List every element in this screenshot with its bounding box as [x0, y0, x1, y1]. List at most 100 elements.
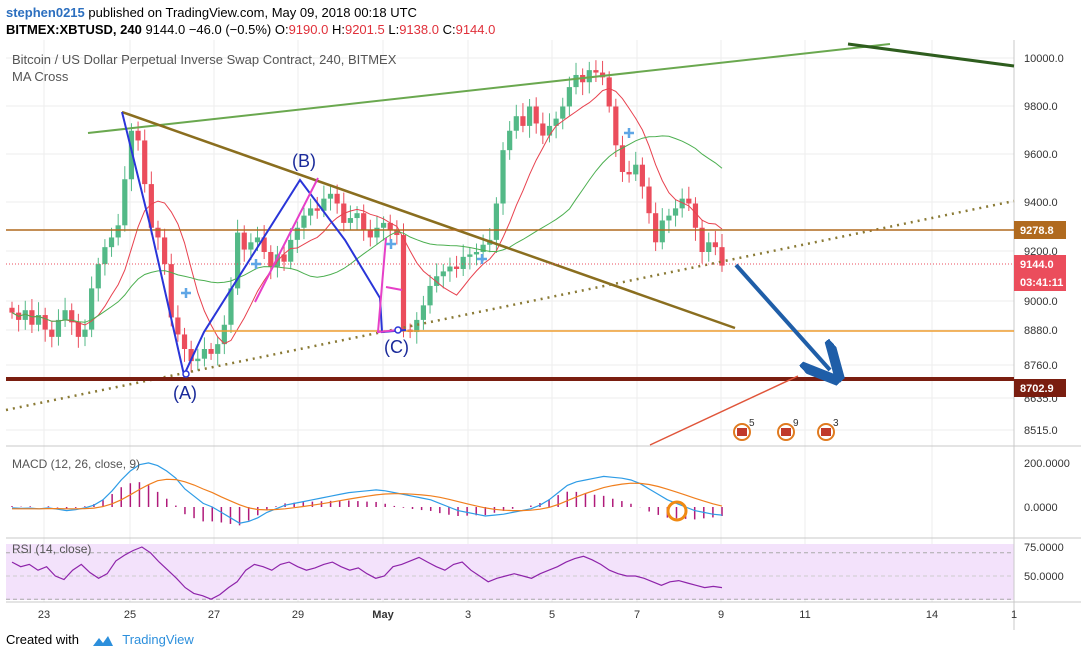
candle-body	[175, 317, 181, 335]
time-tick-label: 25	[124, 609, 136, 621]
candle-body	[440, 271, 446, 277]
candle-body	[42, 315, 48, 330]
price-tick-label: 9000.0	[1024, 296, 1058, 308]
created-with-text: Created with	[6, 632, 79, 647]
bar-countdown-badge: 03:41:11	[1020, 277, 1063, 289]
candle-body	[679, 198, 685, 209]
candle-body	[29, 310, 35, 325]
candle-body	[672, 208, 679, 216]
candle-body	[108, 237, 115, 248]
candle-body	[314, 208, 320, 211]
macd-tick-label: 0.0000	[1024, 502, 1058, 514]
candle-body	[89, 288, 95, 330]
candle-body	[115, 225, 121, 238]
candle-body	[128, 130, 135, 180]
ma-cross-marker	[181, 288, 191, 298]
candle-body	[168, 264, 174, 318]
candle-body	[62, 310, 68, 320]
candle-body	[400, 235, 407, 330]
candle-body	[533, 106, 539, 124]
candle-body	[288, 239, 294, 262]
red-trendline	[649, 375, 799, 446]
candle-body	[334, 193, 340, 204]
candle-body	[327, 193, 334, 199]
last-price-badge-bg	[1014, 255, 1066, 273]
candle-body	[520, 116, 526, 126]
candle-body	[646, 186, 652, 214]
candle-body	[706, 242, 712, 252]
event-count: 3	[833, 418, 839, 429]
candle-body	[447, 266, 453, 272]
time-tick-label: 7	[634, 609, 640, 621]
candle-body	[148, 184, 154, 228]
candle-body	[566, 87, 572, 107]
indicator-label: MA Cross	[12, 69, 69, 84]
candle-body	[69, 310, 75, 323]
candle-body	[354, 213, 360, 219]
low-label: L:	[388, 22, 400, 37]
candle-body	[493, 203, 499, 240]
ma-cross-marker	[251, 259, 261, 269]
publish-line: stephen0215 published on TradingView.com…	[6, 5, 417, 20]
flag-icon	[821, 428, 831, 436]
rsi-tick-label: 75.0000	[1024, 542, 1064, 554]
candle-body	[195, 358, 201, 362]
open-value: 9190.0	[288, 22, 329, 37]
candle-body	[546, 125, 553, 136]
candle-body	[659, 220, 665, 243]
footer: Created with TradingView	[6, 632, 194, 648]
publish-text: published on TradingView.com, May 09, 20…	[84, 5, 417, 20]
candle-body	[95, 264, 101, 289]
candle-body	[692, 203, 699, 228]
low-value: 9138.0	[399, 22, 439, 37]
rsi-tick-label: 50.0000	[1024, 571, 1064, 583]
abc-wave-path	[121, 111, 407, 379]
candle-body	[235, 232, 241, 289]
bar-countdown-badge-bg	[1014, 273, 1066, 291]
candle-body	[228, 288, 234, 325]
candle-body	[467, 254, 473, 257]
candle-body	[653, 213, 659, 243]
rsi-pane	[6, 546, 1014, 600]
support-price-badge-bg	[1014, 379, 1066, 397]
time-tick-label: 14	[926, 609, 938, 621]
time-tick-label: 23	[38, 609, 50, 621]
candle-body	[606, 77, 612, 107]
moving-average-line	[11, 87, 723, 345]
price-tick-label: 9800.0	[1024, 101, 1058, 113]
time-tick-label: 5	[549, 609, 555, 621]
candle-body	[619, 145, 626, 172]
wave-pivot-point	[394, 326, 402, 334]
rsi-label: RSI (14, close)	[12, 542, 91, 556]
candle-body	[254, 237, 261, 243]
candle-body	[460, 256, 466, 269]
time-tick-label: 11	[799, 609, 810, 621]
candle-body	[626, 171, 632, 175]
last-price-badge: 9144.0	[1020, 259, 1054, 271]
wave-pivot-point	[182, 370, 190, 378]
candle-body	[526, 106, 533, 126]
author-name[interactable]: stephen0215	[6, 5, 85, 20]
candle-body	[414, 319, 420, 333]
macd-tick-label: 200.0000	[1024, 458, 1070, 470]
candle-body	[719, 247, 725, 266]
event-markers: 5 9 3	[733, 418, 839, 441]
candle-body	[453, 266, 460, 269]
candle-body	[201, 349, 208, 359]
resistance-price-badge-bg	[1014, 221, 1066, 239]
price-tick-label: 8760.0	[1024, 360, 1058, 372]
candle-body	[268, 252, 274, 267]
brand-link[interactable]: TradingView	[122, 632, 194, 647]
candle-body	[434, 276, 440, 286]
price-tick-label: 9600.0	[1024, 149, 1058, 161]
price-axis: 10000.09800.09600.09400.09200.09000.0888…	[1024, 53, 1070, 583]
candle-body	[686, 198, 692, 204]
candle-body	[155, 227, 161, 238]
candle-body	[361, 213, 367, 231]
candle-body	[586, 70, 592, 83]
candle-body	[181, 334, 188, 349]
chart-canvas[interactable]: 10000.09800.09600.09400.09200.09000.0888…	[0, 40, 1081, 630]
candle-body	[162, 237, 168, 265]
candle-body	[49, 329, 55, 337]
candle-body	[35, 315, 42, 325]
